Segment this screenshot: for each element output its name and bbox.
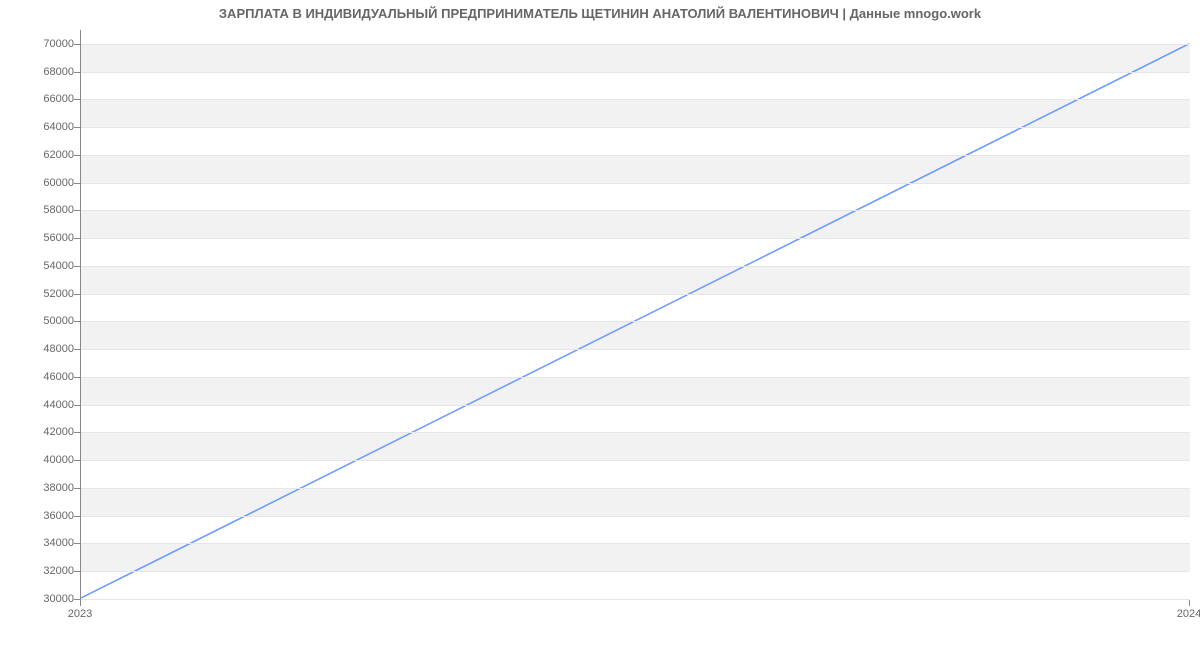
y-tick-label: 54000 [43,260,74,272]
chart-container: ЗАРПЛАТА В ИНДИВИДУАЛЬНЫЙ ПРЕДПРИНИМАТЕЛ… [0,0,1200,650]
y-tick-label: 36000 [43,510,74,522]
y-tick [74,294,80,295]
y-gridline [81,349,1190,350]
y-tick-label: 48000 [43,343,74,355]
y-gridline [81,266,1190,267]
y-tick [74,72,80,73]
y-tick [74,44,80,45]
y-tick-label: 42000 [43,426,74,438]
y-gridline [81,238,1190,239]
chart-title: ЗАРПЛАТА В ИНДИВИДУАЛЬНЫЙ ПРЕДПРИНИМАТЕЛ… [0,6,1200,21]
y-tick-label: 34000 [43,537,74,549]
y-gridline [81,183,1190,184]
y-gridline [81,516,1190,517]
y-gridline [81,294,1190,295]
y-tick [74,183,80,184]
x-tick-label: 2024 [1177,608,1200,620]
y-gridline [81,99,1190,100]
y-gridline [81,488,1190,489]
y-tick-label: 58000 [43,204,74,216]
y-tick [74,516,80,517]
y-tick-label: 60000 [43,177,74,189]
y-tick [74,460,80,461]
y-tick [74,266,80,267]
x-tick [80,600,81,606]
y-tick [74,155,80,156]
y-tick-label: 70000 [43,38,74,50]
y-gridline [81,321,1190,322]
y-tick [74,543,80,544]
y-tick-label: 44000 [43,399,74,411]
y-tick-label: 30000 [43,593,74,605]
x-tick [1189,600,1190,606]
y-gridline [81,44,1190,45]
y-tick-label: 62000 [43,149,74,161]
y-tick [74,405,80,406]
plot-area [80,30,1190,600]
y-gridline [81,599,1190,600]
y-gridline [81,72,1190,73]
y-tick [74,321,80,322]
x-tick-label: 2023 [68,608,92,620]
y-tick-label: 46000 [43,371,74,383]
y-gridline [81,460,1190,461]
y-tick [74,99,80,100]
y-tick-label: 40000 [43,454,74,466]
y-tick [74,349,80,350]
y-gridline [81,543,1190,544]
y-tick-label: 50000 [43,315,74,327]
y-tick-label: 52000 [43,288,74,300]
y-tick [74,571,80,572]
y-tick [74,488,80,489]
y-tick-label: 38000 [43,482,74,494]
line-layer [81,30,1190,599]
y-tick [74,210,80,211]
y-tick-label: 56000 [43,232,74,244]
y-gridline [81,432,1190,433]
y-gridline [81,377,1190,378]
y-tick-label: 68000 [43,66,74,78]
y-gridline [81,405,1190,406]
y-tick [74,377,80,378]
y-gridline [81,155,1190,156]
y-gridline [81,571,1190,572]
y-tick [74,238,80,239]
y-tick [74,127,80,128]
y-tick-label: 66000 [43,93,74,105]
y-tick [74,432,80,433]
y-tick-label: 32000 [43,565,74,577]
y-tick-label: 64000 [43,121,74,133]
y-gridline [81,210,1190,211]
y-gridline [81,127,1190,128]
